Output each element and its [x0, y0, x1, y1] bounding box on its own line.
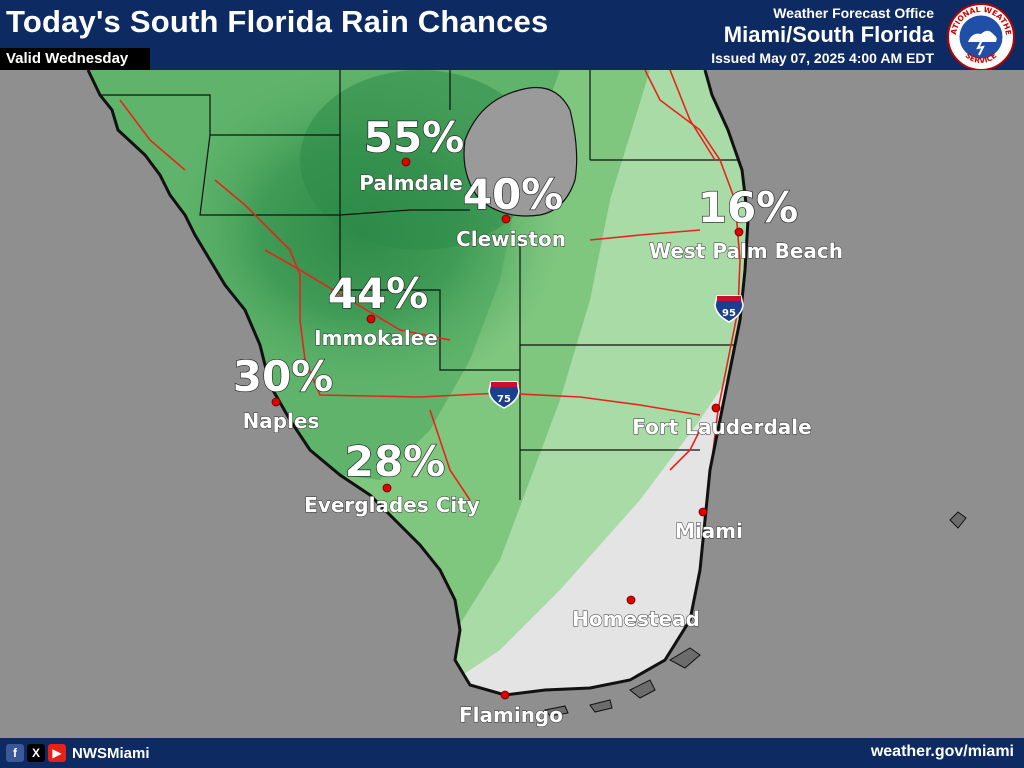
interstate-shield-75: 75: [488, 381, 520, 409]
city-label-palmdale: Palmdale: [359, 171, 463, 195]
keys-islands: [544, 511, 967, 717]
nws-logo-icon[interactable]: NATIONAL WEATHER SERVICE: [946, 2, 1016, 72]
city-dot: [734, 227, 744, 237]
city-west-palm-beach[interactable]: 16% West Palm Beach: [648, 182, 843, 263]
logo-text-bottom: SERVICE: [964, 51, 999, 65]
shield-95-number: 95: [722, 308, 736, 319]
city-dot: [366, 314, 376, 324]
city-palmdale[interactable]: 55% Palmdale: [359, 112, 465, 195]
social-handle[interactable]: NWSMiami: [72, 744, 150, 762]
social-links: f X ▶ NWSMiami: [6, 744, 150, 762]
rain-chance-naples: 30%: [233, 352, 334, 401]
interstate-shield-95: 95: [714, 295, 744, 323]
city-label-fort-lauderdale: Fort Lauderdale: [632, 415, 811, 439]
city-markers: 55% Palmdale 40% Clewiston 16% West Palm…: [232, 112, 843, 728]
city-dot: [271, 397, 281, 407]
city-clewiston[interactable]: 40% Clewiston: [456, 169, 567, 251]
city-dot: [711, 403, 721, 413]
highways: [119, 70, 741, 511]
rain-chance-map: 95 75 55% Palmdale 40% Clewiston 16% Wes…: [0, 70, 1024, 738]
city-miami[interactable]: Miami: [675, 507, 743, 544]
valid-day-label: Valid Wednesday: [0, 48, 150, 70]
svg-text:SERVICE: SERVICE: [964, 51, 999, 65]
cloud-icon: [968, 30, 997, 42]
city-naples[interactable]: 30% Naples: [232, 351, 334, 433]
office-name[interactable]: Miami/South Florida: [723, 22, 934, 47]
shield-75-number: 75: [497, 394, 511, 405]
x-icon[interactable]: X: [27, 744, 45, 762]
issued-timestamp: Issued May 07, 2025 4:00 AM EDT: [711, 50, 934, 66]
city-label-naples: Naples: [243, 409, 320, 433]
city-dot: [401, 157, 411, 167]
county-lines: [100, 70, 745, 500]
footer-bar: f X ▶ NWSMiami weather.gov/miami: [0, 738, 1024, 768]
city-homestead[interactable]: Homestead: [572, 595, 700, 632]
rain-chance-clewiston: 40%: [463, 170, 564, 219]
rain-chance-palmdale: 55%: [364, 113, 465, 162]
facebook-icon[interactable]: f: [6, 744, 24, 762]
city-label-flamingo: Flamingo: [459, 703, 563, 727]
rain-chance-west-palm-beach: 16%: [698, 183, 799, 232]
city-label-immokalee: Immokalee: [314, 326, 438, 350]
rain-shading: [88, 70, 748, 695]
youtube-icon[interactable]: ▶: [48, 744, 66, 762]
page-title: Today's South Florida Rain Chances: [6, 4, 549, 39]
website-link[interactable]: weather.gov/miami: [870, 743, 1014, 760]
city-dot: [698, 507, 708, 517]
city-label-homestead: Homestead: [572, 607, 700, 631]
city-everglades-city[interactable]: 28% Everglades City: [304, 436, 481, 517]
rain-chance-everglades-city: 28%: [345, 437, 446, 486]
city-dot: [382, 483, 392, 493]
city-label-clewiston: Clewiston: [456, 227, 566, 251]
city-label-west-palm-beach: West Palm Beach: [649, 239, 843, 263]
city-dot: [626, 595, 636, 605]
city-flamingo[interactable]: Flamingo: [458, 690, 564, 728]
city-label-everglades-city: Everglades City: [304, 493, 480, 517]
city-fort-lauderdale[interactable]: Fort Lauderdale: [632, 403, 812, 440]
city-immokalee[interactable]: 44% Immokalee: [314, 268, 439, 350]
rain-chance-immokalee: 44%: [328, 269, 429, 318]
city-label-miami: Miami: [675, 519, 743, 543]
city-dot: [501, 214, 511, 224]
city-dot: [500, 690, 510, 700]
lake-okeechobee: [463, 86, 578, 217]
header-bar: Today's South Florida Rain Chances Valid…: [0, 0, 1024, 72]
coastline: [86, 70, 750, 697]
office-label: Weather Forecast Office: [773, 5, 934, 21]
